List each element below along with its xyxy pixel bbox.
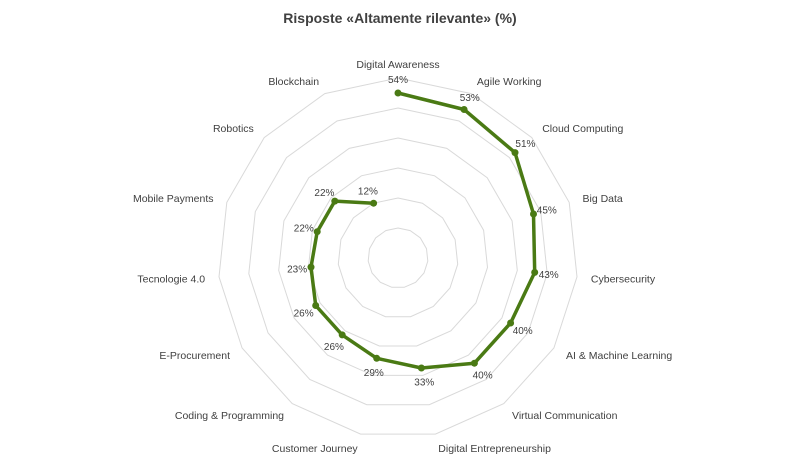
value-label: 54%	[388, 75, 408, 86]
data-point	[331, 197, 339, 205]
category-label: E-Procurement	[159, 350, 230, 362]
value-label: 29%	[364, 368, 384, 379]
value-label: 43%	[539, 270, 559, 281]
category-label: Digital Awareness	[356, 59, 439, 71]
category-label: Big Data	[583, 193, 623, 205]
category-label: Agile Working	[477, 76, 542, 88]
category-label: Cloud Computing	[542, 123, 623, 135]
category-label: AI & Machine Learning	[566, 350, 672, 362]
category-label: Virtual Communication	[512, 410, 618, 422]
category-label: Mobile Payments	[133, 193, 214, 205]
series-line	[309, 91, 537, 370]
data-point	[312, 302, 320, 309]
value-label: 26%	[324, 342, 344, 353]
value-label: 51%	[515, 139, 535, 150]
grid-ring	[337, 197, 459, 318]
value-label: 12%	[358, 186, 378, 197]
category-label: Robotics	[213, 123, 254, 135]
value-label: 22%	[294, 223, 314, 234]
data-point	[531, 268, 539, 276]
value-label: 33%	[414, 378, 434, 389]
data-point	[373, 354, 381, 362]
category-label: Digital Entrepreneurship	[438, 443, 551, 455]
data-point	[511, 149, 519, 157]
category-label: Blockchain	[268, 76, 319, 88]
category-label: Customer Journey	[272, 443, 359, 455]
data-point	[394, 89, 402, 97]
grid-ring	[218, 77, 578, 435]
data-point	[470, 359, 478, 367]
data-point	[530, 210, 537, 218]
category-label: Coding & Programming	[175, 410, 284, 422]
value-label: 22%	[314, 188, 334, 199]
category-label: Tecnologie 4.0	[137, 273, 205, 285]
data-point	[313, 228, 321, 236]
grid-ring	[367, 227, 429, 288]
grid-ring	[307, 167, 489, 347]
data-point	[460, 106, 468, 113]
grid-ring	[278, 137, 518, 376]
data-point	[338, 331, 346, 339]
grid-ring	[248, 107, 548, 406]
data-point	[507, 319, 515, 327]
value-label: 26%	[294, 309, 314, 320]
data-point	[307, 263, 315, 271]
value-label: 53%	[460, 93, 480, 104]
value-label: 45%	[537, 206, 557, 217]
data-point	[370, 199, 378, 207]
value-label: 23%	[287, 265, 307, 276]
value-label: 40%	[473, 371, 493, 382]
category-label: Cybersecurity	[591, 273, 656, 285]
chart-title: Risposte «Altamente rilevante» (%)	[283, 10, 517, 26]
data-point	[417, 364, 425, 372]
value-label: 40%	[513, 326, 533, 337]
